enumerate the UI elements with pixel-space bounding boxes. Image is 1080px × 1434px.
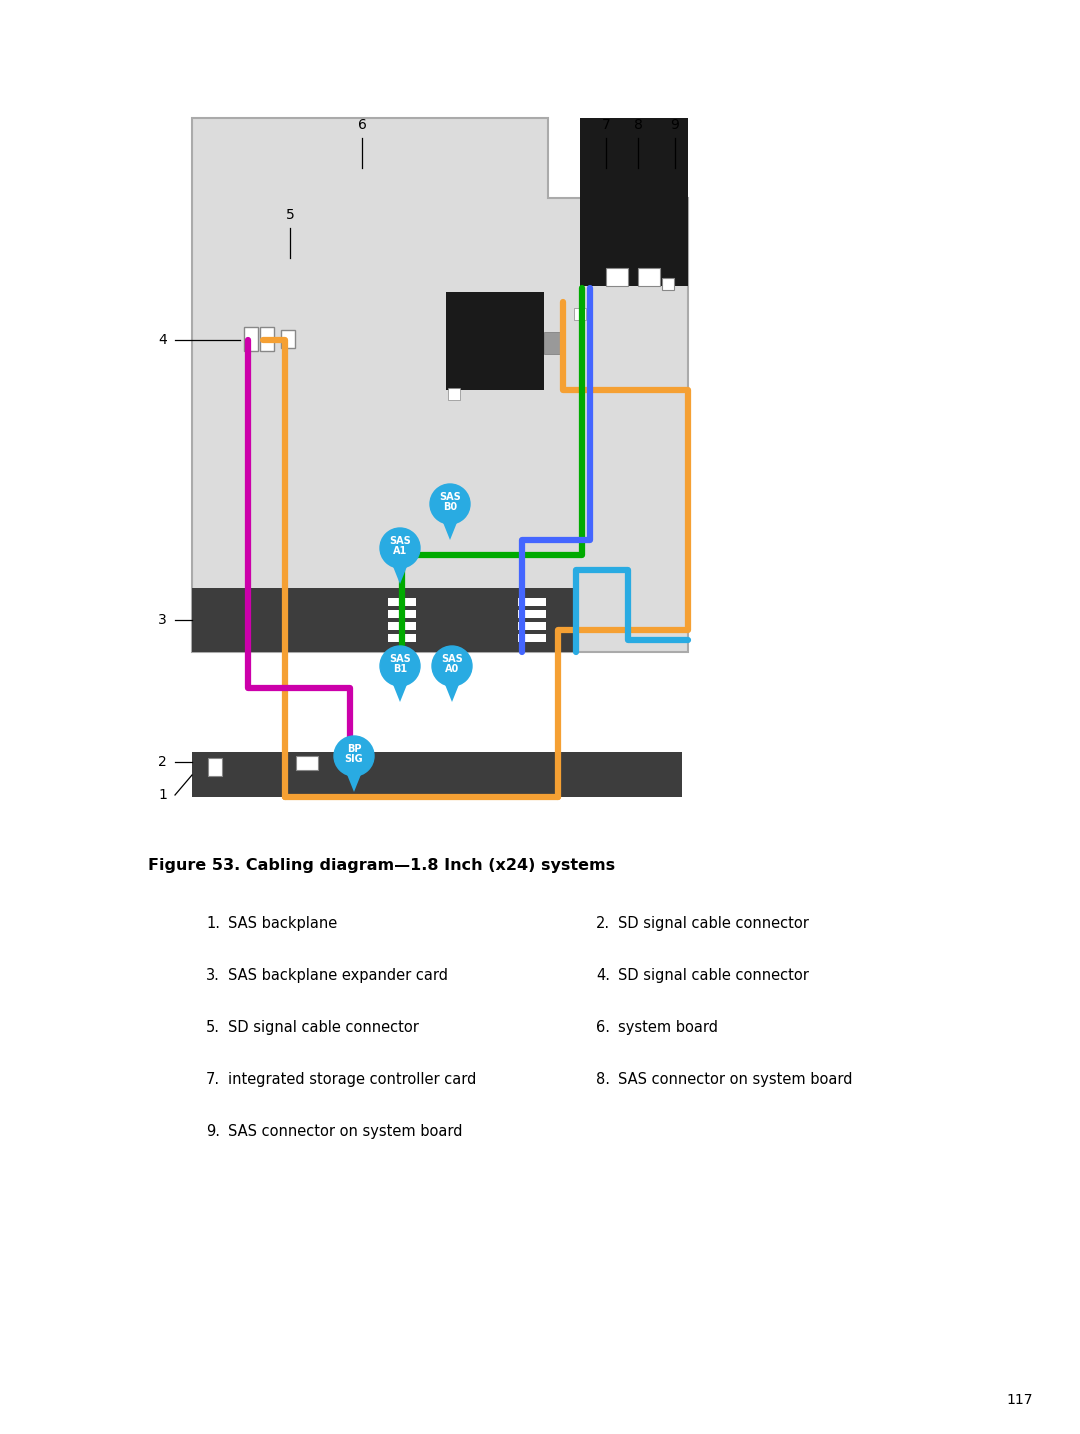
Bar	[244, 327, 258, 351]
Text: SAS
A0: SAS A0	[441, 654, 463, 674]
Text: 5.: 5.	[206, 1020, 220, 1035]
Text: SAS
B0: SAS B0	[440, 492, 461, 512]
Polygon shape	[392, 564, 408, 584]
Text: SAS
A1: SAS A1	[389, 536, 410, 556]
Text: 6: 6	[357, 118, 366, 132]
Bar	[446, 293, 544, 390]
Bar	[296, 756, 318, 770]
Text: SD signal cable connector: SD signal cable connector	[228, 1020, 419, 1035]
Text: 7.: 7.	[206, 1073, 220, 1087]
Bar	[580, 118, 688, 285]
Circle shape	[334, 736, 374, 776]
Polygon shape	[192, 118, 688, 652]
Text: 5: 5	[285, 208, 295, 222]
Circle shape	[380, 645, 420, 685]
Bar	[518, 622, 546, 630]
Polygon shape	[444, 683, 460, 703]
Text: Figure 53. Cabling diagram—1.8 Inch (x24) systems: Figure 53. Cabling diagram—1.8 Inch (x24…	[148, 858, 616, 873]
Circle shape	[432, 645, 472, 685]
Bar	[544, 333, 562, 354]
Bar	[518, 609, 546, 618]
Text: integrated storage controller card: integrated storage controller card	[228, 1073, 476, 1087]
Bar	[281, 330, 295, 348]
Text: BP
SIG: BP SIG	[345, 744, 363, 764]
Text: 117: 117	[1007, 1392, 1034, 1407]
Text: SAS connector on system board: SAS connector on system board	[618, 1073, 852, 1087]
Bar	[638, 268, 660, 285]
Text: SAS
B1: SAS B1	[389, 654, 410, 674]
Bar	[448, 389, 460, 400]
Text: 8: 8	[634, 118, 643, 132]
Text: 7: 7	[602, 118, 610, 132]
Polygon shape	[392, 683, 408, 703]
Bar	[388, 598, 416, 607]
Circle shape	[380, 528, 420, 568]
Bar	[260, 327, 274, 351]
Text: 6.: 6.	[596, 1020, 610, 1035]
Text: system board: system board	[618, 1020, 718, 1035]
Polygon shape	[442, 521, 458, 541]
Text: 4.: 4.	[596, 968, 610, 982]
Text: 4: 4	[159, 333, 167, 347]
Circle shape	[430, 485, 470, 523]
Bar	[573, 308, 586, 320]
Bar	[662, 278, 674, 290]
Text: 2.: 2.	[596, 916, 610, 931]
Bar	[192, 751, 681, 797]
Text: 1.: 1.	[206, 916, 220, 931]
Text: 9: 9	[671, 118, 679, 132]
Bar	[388, 634, 416, 642]
Bar	[208, 759, 222, 776]
Text: 3.: 3.	[206, 968, 220, 982]
Text: 3: 3	[159, 612, 167, 627]
Bar	[388, 622, 416, 630]
Bar	[514, 588, 576, 652]
Bar	[388, 609, 416, 618]
Text: SAS connector on system board: SAS connector on system board	[228, 1124, 462, 1139]
Text: 9.: 9.	[206, 1124, 220, 1139]
Text: 2: 2	[159, 754, 167, 769]
Bar	[518, 598, 546, 607]
Text: SAS backplane expander card: SAS backplane expander card	[228, 968, 448, 982]
Text: SD signal cable connector: SD signal cable connector	[618, 968, 809, 982]
Text: SD signal cable connector: SD signal cable connector	[618, 916, 809, 931]
Bar	[606, 268, 627, 285]
Text: 8.: 8.	[596, 1073, 610, 1087]
Bar	[518, 634, 546, 642]
Polygon shape	[346, 771, 362, 792]
Text: 1: 1	[158, 789, 167, 802]
Text: SAS backplane: SAS backplane	[228, 916, 337, 931]
Bar	[192, 588, 514, 652]
